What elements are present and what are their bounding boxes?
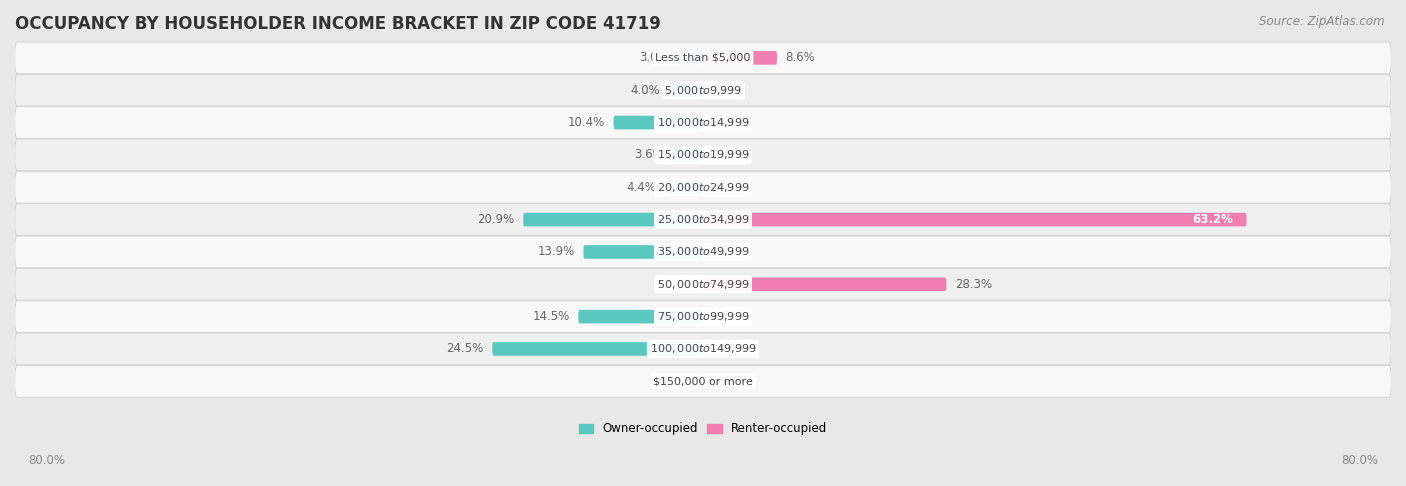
- Text: Less than $5,000: Less than $5,000: [655, 53, 751, 63]
- Text: 28.3%: 28.3%: [955, 278, 993, 291]
- FancyBboxPatch shape: [15, 139, 1391, 171]
- Text: 0.0%: 0.0%: [711, 148, 741, 161]
- FancyBboxPatch shape: [492, 342, 703, 356]
- FancyBboxPatch shape: [15, 172, 1391, 203]
- FancyBboxPatch shape: [703, 51, 778, 65]
- FancyBboxPatch shape: [15, 204, 1391, 235]
- FancyBboxPatch shape: [665, 180, 703, 194]
- FancyBboxPatch shape: [703, 278, 946, 291]
- FancyBboxPatch shape: [523, 213, 703, 226]
- Text: $15,000 to $19,999: $15,000 to $19,999: [657, 148, 749, 161]
- Text: $10,000 to $14,999: $10,000 to $14,999: [657, 116, 749, 129]
- Text: $100,000 to $149,999: $100,000 to $149,999: [650, 343, 756, 355]
- Text: 80.0%: 80.0%: [28, 453, 65, 467]
- Text: 0.0%: 0.0%: [711, 84, 741, 97]
- Text: $50,000 to $74,999: $50,000 to $74,999: [657, 278, 749, 291]
- FancyBboxPatch shape: [15, 74, 1391, 106]
- Text: 80.0%: 80.0%: [1341, 453, 1378, 467]
- FancyBboxPatch shape: [15, 301, 1391, 332]
- Legend: Owner-occupied, Renter-occupied: Owner-occupied, Renter-occupied: [574, 417, 832, 440]
- Text: $35,000 to $49,999: $35,000 to $49,999: [657, 245, 749, 259]
- Text: 13.9%: 13.9%: [537, 245, 575, 259]
- Text: 0.0%: 0.0%: [711, 343, 741, 355]
- Text: 10.4%: 10.4%: [568, 116, 605, 129]
- Text: $5,000 to $9,999: $5,000 to $9,999: [664, 84, 742, 97]
- Text: 0.0%: 0.0%: [711, 375, 741, 388]
- Text: 24.5%: 24.5%: [447, 343, 484, 355]
- Text: Source: ZipAtlas.com: Source: ZipAtlas.com: [1260, 15, 1385, 28]
- FancyBboxPatch shape: [15, 42, 1391, 74]
- Text: 0.0%: 0.0%: [711, 181, 741, 194]
- Text: $150,000 or more: $150,000 or more: [654, 376, 752, 386]
- Text: 0.0%: 0.0%: [711, 116, 741, 129]
- Text: 0.0%: 0.0%: [665, 278, 695, 291]
- FancyBboxPatch shape: [613, 116, 703, 129]
- FancyBboxPatch shape: [583, 245, 703, 259]
- Text: 3.6%: 3.6%: [634, 148, 664, 161]
- FancyBboxPatch shape: [15, 333, 1391, 365]
- Text: $25,000 to $34,999: $25,000 to $34,999: [657, 213, 749, 226]
- FancyBboxPatch shape: [703, 213, 1247, 226]
- FancyBboxPatch shape: [669, 84, 703, 97]
- Text: 14.5%: 14.5%: [533, 310, 569, 323]
- FancyBboxPatch shape: [15, 107, 1391, 139]
- Text: 0.0%: 0.0%: [711, 245, 741, 259]
- Text: 4.0%: 4.0%: [630, 84, 659, 97]
- FancyBboxPatch shape: [672, 148, 703, 162]
- Text: OCCUPANCY BY HOUSEHOLDER INCOME BRACKET IN ZIP CODE 41719: OCCUPANCY BY HOUSEHOLDER INCOME BRACKET …: [15, 15, 661, 33]
- FancyBboxPatch shape: [678, 51, 703, 65]
- Text: 8.6%: 8.6%: [786, 52, 815, 65]
- Text: $20,000 to $24,999: $20,000 to $24,999: [657, 181, 749, 194]
- Text: 3.0%: 3.0%: [638, 52, 669, 65]
- FancyBboxPatch shape: [15, 365, 1391, 397]
- FancyBboxPatch shape: [578, 310, 703, 323]
- FancyBboxPatch shape: [15, 268, 1391, 300]
- Text: $75,000 to $99,999: $75,000 to $99,999: [657, 310, 749, 323]
- Text: 0.0%: 0.0%: [711, 310, 741, 323]
- Text: 63.2%: 63.2%: [1192, 213, 1233, 226]
- Text: 4.4%: 4.4%: [627, 181, 657, 194]
- Text: 0.8%: 0.8%: [658, 375, 688, 388]
- Text: 20.9%: 20.9%: [478, 213, 515, 226]
- FancyBboxPatch shape: [696, 375, 703, 388]
- FancyBboxPatch shape: [15, 236, 1391, 268]
